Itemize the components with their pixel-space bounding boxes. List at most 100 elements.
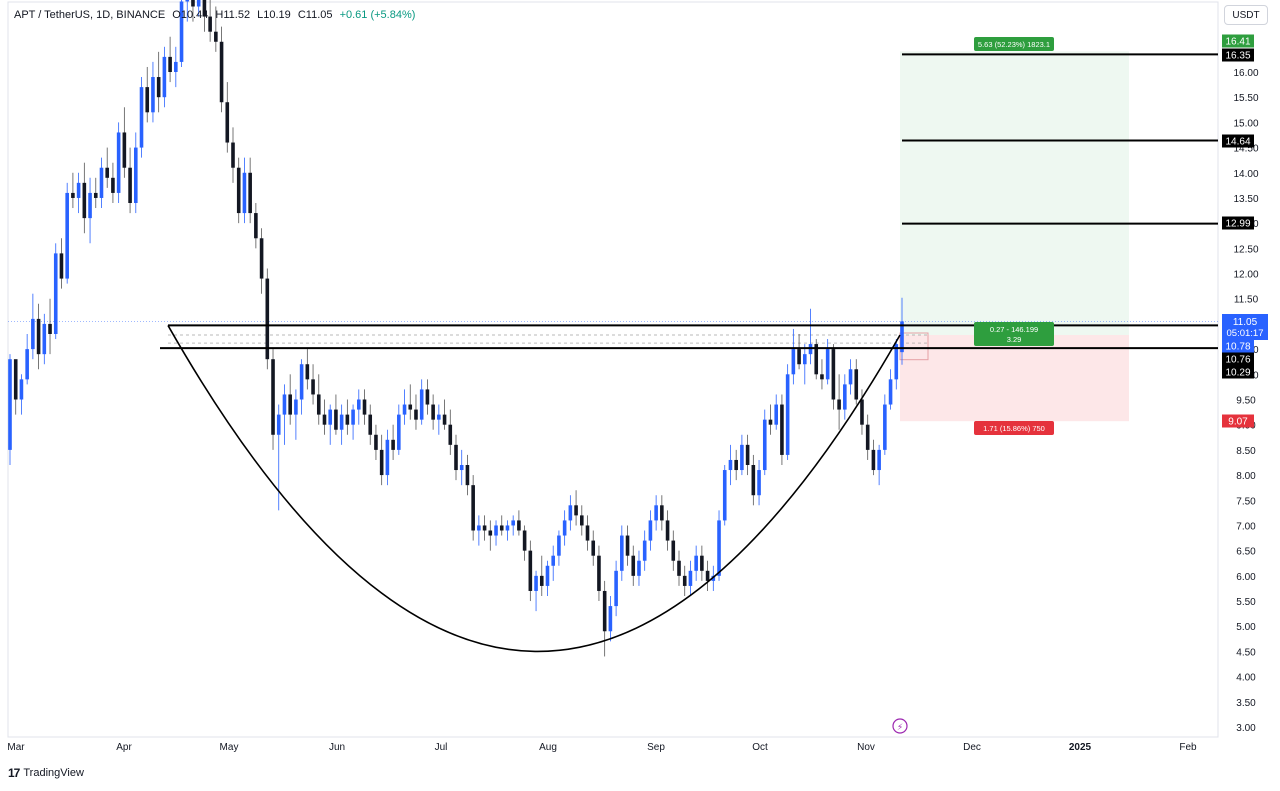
candle-body: [276, 414, 281, 435]
candle-body: [288, 394, 292, 415]
y-tick-label: 9.50: [1236, 396, 1256, 407]
x-tick-label: Jun: [329, 742, 345, 753]
candle-body: [31, 318, 35, 350]
candle-body: [351, 409, 355, 425]
candle-body: [797, 349, 801, 365]
ohlc-low: L10.19: [257, 9, 291, 21]
candle-body: [717, 520, 721, 576]
x-tick-label: Sep: [647, 742, 665, 753]
x-tick-label: Jul: [435, 742, 448, 753]
candle-body: [231, 142, 235, 168]
candle-body: [528, 550, 533, 591]
candle-body: [345, 414, 350, 425]
candle-body: [848, 369, 853, 385]
candle-body: [322, 414, 327, 425]
candle-body: [688, 570, 693, 586]
symbol-name: APT / TetherUS, 1D, BINANCE: [14, 9, 166, 21]
candle-body: [202, 0, 207, 17]
candle-body: [711, 575, 716, 581]
candle-body: [625, 535, 630, 556]
candle-body: [53, 253, 58, 334]
candle-body: [299, 364, 304, 400]
y-tick-label: 16.00: [1233, 68, 1258, 79]
candle-body: [219, 41, 224, 103]
candle-body: [877, 449, 881, 471]
candle-body: [385, 439, 390, 476]
candle-body: [139, 87, 144, 148]
candle-body: [156, 77, 161, 98]
candle-body: [225, 102, 230, 143]
stop-label: 1.71 (15.86%) 750: [983, 424, 1045, 433]
candle-body: [871, 449, 876, 471]
y-tick-label: 8.00: [1236, 471, 1256, 482]
candle-body: [785, 374, 790, 455]
candle-body: [745, 444, 750, 465]
candle-body: [282, 394, 287, 415]
lightning-icon[interactable]: [892, 718, 908, 734]
candle-body: [414, 409, 418, 420]
candle-body: [614, 570, 618, 607]
brand-name: TradingView: [23, 767, 84, 779]
candle-body: [248, 172, 252, 214]
candle-body: [71, 192, 75, 198]
price-tag: [1222, 414, 1254, 428]
candle-body: [431, 404, 435, 420]
price-tag: [1222, 34, 1254, 48]
y-tick-label: 5.50: [1236, 597, 1256, 608]
candle-body: [25, 349, 29, 380]
y-tick-label: 6.00: [1236, 572, 1256, 583]
candle-body: [620, 535, 624, 571]
x-tick-label: Aug: [539, 742, 557, 753]
candle-body: [802, 354, 807, 365]
candle-body: [99, 167, 104, 198]
candle-body: [471, 485, 475, 531]
candle-body: [465, 465, 470, 486]
candle-body: [162, 56, 167, 98]
price-tag-label: 16.41: [1225, 37, 1250, 48]
candle-body: [442, 414, 447, 425]
candle-body: [694, 555, 698, 571]
candle-body: [185, 0, 190, 2]
candle-body: [900, 321, 904, 353]
candle-body: [757, 470, 761, 496]
candle-body: [151, 77, 155, 113]
tradingview-logo[interactable]: 17 TradingView: [8, 766, 84, 780]
candle-body: [208, 16, 212, 32]
price-tag: [1222, 134, 1254, 148]
candle-body: [831, 349, 836, 400]
current-price-tag: [1222, 314, 1268, 340]
y-tick-label: 7.50: [1236, 496, 1256, 507]
price-tag-label: 9.07: [1228, 417, 1248, 428]
candle-body: [522, 530, 527, 551]
profit-zone: [900, 51, 1129, 336]
candle-body: [780, 404, 784, 455]
candle-body: [602, 590, 607, 632]
candle-body: [236, 167, 241, 214]
candle-body: [397, 414, 401, 450]
candle-body: [734, 459, 738, 471]
candle-body: [837, 399, 841, 410]
entry-label: 3.29: [1007, 335, 1022, 344]
candle-body: [265, 278, 270, 360]
price-tag: [1222, 48, 1254, 62]
candle-body: [854, 369, 859, 400]
currency-button[interactable]: USDT: [1224, 5, 1268, 25]
candle-body: [671, 540, 676, 561]
ohlc-change: +0.61 (+5.84%): [339, 9, 416, 21]
y-tick-label: 3.00: [1236, 723, 1256, 734]
price-tag-label: 14.64: [1225, 137, 1250, 148]
candle-body: [254, 213, 258, 239]
candle-body: [505, 525, 510, 531]
candle-body: [762, 419, 767, 471]
price-tag-label: 10.76: [1225, 355, 1250, 366]
price-tag: [1222, 339, 1254, 353]
candle-body: [488, 530, 493, 536]
current-price-value: 11.05: [1233, 317, 1258, 328]
candle-body: [334, 409, 338, 430]
tradingview-mark-icon: 17: [8, 766, 20, 780]
ohlc-close: C11.05: [297, 9, 333, 21]
price-tag-label: 10.29: [1225, 368, 1250, 379]
countdown-label: 05:01:17: [1227, 328, 1264, 339]
candle-body: [374, 434, 378, 450]
